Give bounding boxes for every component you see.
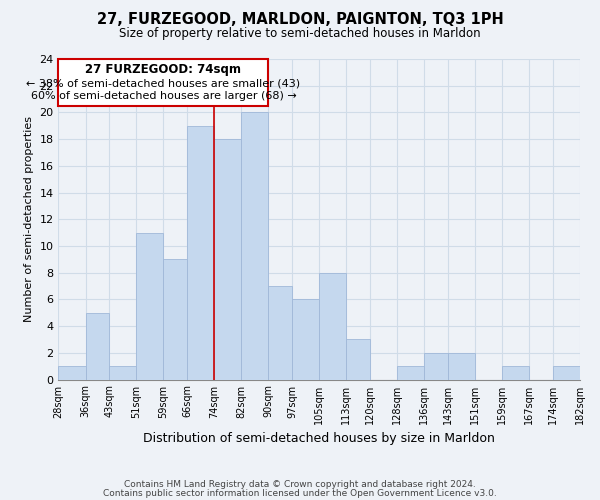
Bar [502,366,529,380]
Bar [319,272,346,380]
Bar [424,353,448,380]
Text: 60% of semi-detached houses are larger (68) →: 60% of semi-detached houses are larger (… [31,92,296,102]
Text: 27, FURZEGOOD, MARLDON, PAIGNTON, TQ3 1PH: 27, FURZEGOOD, MARLDON, PAIGNTON, TQ3 1P… [97,12,503,28]
Bar [553,366,580,380]
Text: Contains HM Land Registry data © Crown copyright and database right 2024.: Contains HM Land Registry data © Crown c… [124,480,476,489]
Bar [346,340,370,380]
Bar [58,366,86,380]
Y-axis label: Number of semi-detached properties: Number of semi-detached properties [24,116,34,322]
Bar [109,366,136,380]
Bar [86,313,109,380]
Bar [58,59,268,106]
Bar [136,232,163,380]
Bar [187,126,214,380]
X-axis label: Distribution of semi-detached houses by size in Marldon: Distribution of semi-detached houses by … [143,432,495,445]
Bar [241,112,268,380]
Text: Size of property relative to semi-detached houses in Marldon: Size of property relative to semi-detach… [119,28,481,40]
Bar [292,300,319,380]
Text: 27 FURZEGOOD: 74sqm: 27 FURZEGOOD: 74sqm [85,63,241,76]
Bar [214,139,241,380]
Text: Contains public sector information licensed under the Open Government Licence v3: Contains public sector information licen… [103,490,497,498]
Bar [163,260,187,380]
Bar [268,286,292,380]
Bar [397,366,424,380]
Bar [448,353,475,380]
Text: ← 38% of semi-detached houses are smaller (43): ← 38% of semi-detached houses are smalle… [26,78,301,88]
